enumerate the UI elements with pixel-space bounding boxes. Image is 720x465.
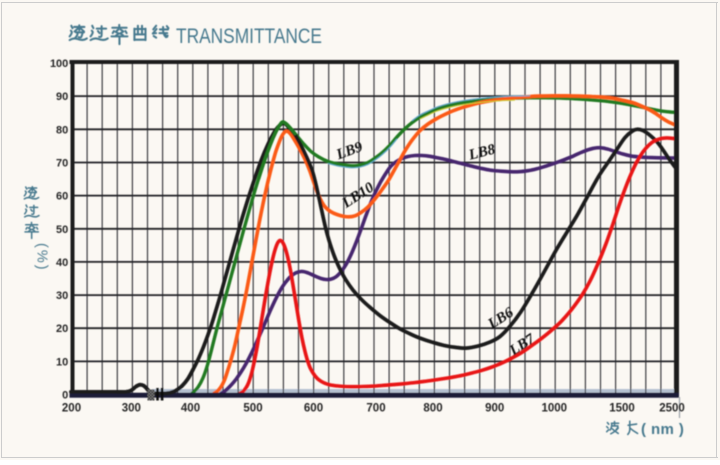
svg-text:900: 900 (485, 403, 504, 415)
svg-text:70: 70 (56, 158, 68, 170)
svg-text:100: 100 (50, 58, 68, 70)
svg-text:1500: 1500 (609, 403, 635, 415)
svg-text:600: 600 (304, 403, 323, 415)
svg-text:TRANSMITTANCE: TRANSMITTANCE (176, 25, 322, 48)
svg-text:(%): (%) (34, 243, 50, 272)
svg-text:800: 800 (423, 403, 442, 415)
svg-text:50: 50 (56, 224, 68, 236)
svg-text:20: 20 (56, 323, 68, 335)
svg-text:200: 200 (62, 403, 81, 415)
svg-text:( nm ): ( nm ) (641, 421, 684, 438)
svg-text:60: 60 (56, 191, 68, 203)
svg-text:90: 90 (56, 91, 68, 103)
svg-text:1000: 1000 (542, 403, 568, 415)
svg-text:300: 300 (122, 403, 141, 415)
svg-text:400: 400 (181, 403, 200, 415)
svg-text:10: 10 (56, 356, 68, 368)
svg-text:80: 80 (56, 124, 68, 136)
svg-text:500: 500 (243, 403, 262, 415)
svg-text:30: 30 (56, 290, 68, 302)
svg-text:2500: 2500 (659, 403, 685, 415)
svg-text:0: 0 (62, 390, 68, 402)
svg-text:40: 40 (56, 257, 68, 269)
svg-text:700: 700 (366, 403, 385, 415)
svg-text:LB8: LB8 (466, 142, 497, 164)
